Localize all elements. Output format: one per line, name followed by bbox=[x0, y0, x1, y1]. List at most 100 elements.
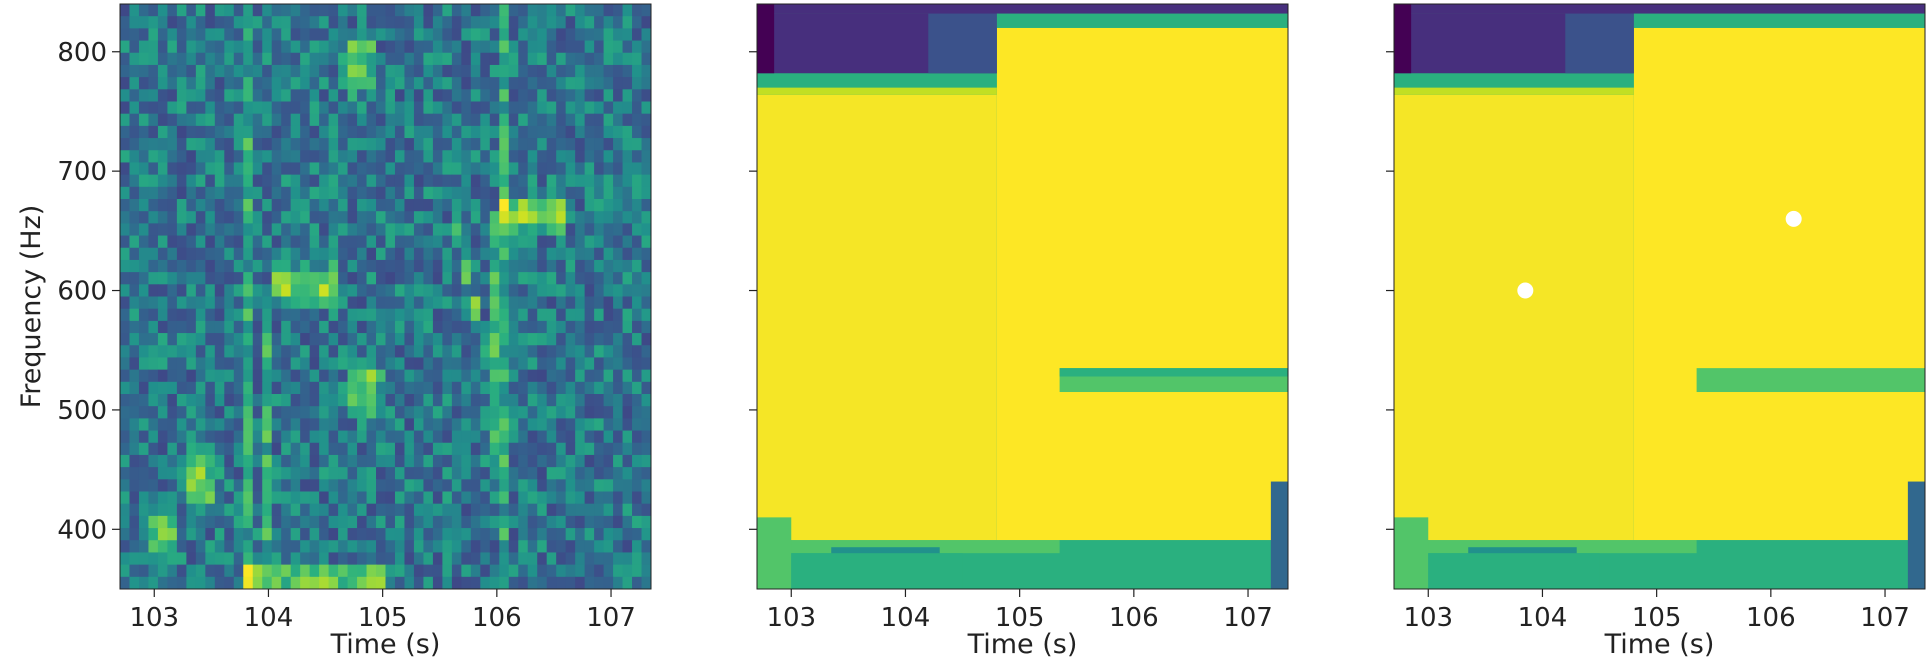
x-axis-title: Time (s) bbox=[967, 629, 1078, 660]
spectrogram-cell bbox=[157, 552, 169, 566]
spectrogram-cell bbox=[243, 77, 254, 90]
spectrogram-cell bbox=[584, 150, 595, 164]
spectrogram-cell bbox=[300, 28, 311, 42]
spectrogram-cell bbox=[470, 503, 481, 517]
spectrogram-cell bbox=[423, 247, 434, 261]
spectrogram-cell bbox=[603, 467, 614, 480]
spectrogram-cell bbox=[394, 101, 406, 115]
spectrogram-cell bbox=[594, 515, 605, 529]
spectrogram-cell bbox=[281, 503, 292, 517]
spectrogram-cell bbox=[527, 77, 538, 90]
spectrogram-cell bbox=[461, 576, 472, 589]
spectrogram-cell bbox=[584, 186, 595, 200]
spectrogram-cell bbox=[413, 113, 425, 127]
spectrogram-cell bbox=[243, 418, 254, 432]
spectrogram-cell bbox=[451, 442, 462, 456]
spectrogram-cell bbox=[575, 77, 586, 90]
spectrogram-cell bbox=[224, 320, 235, 334]
spectrogram-cell bbox=[148, 369, 159, 383]
spectrogram-cell bbox=[385, 296, 396, 310]
spectrogram-cell bbox=[594, 101, 605, 115]
spectrogram-cell bbox=[176, 454, 187, 468]
spectrogram-cell bbox=[205, 101, 216, 115]
spectrogram-cell bbox=[385, 28, 396, 42]
spectrogram-cell bbox=[319, 125, 330, 139]
spectrogram-cell bbox=[546, 381, 557, 395]
spectrogram-cell bbox=[489, 540, 500, 554]
spectrogram-cell bbox=[176, 552, 187, 566]
spectrogram-cell bbox=[319, 503, 330, 517]
spectrogram-cell bbox=[366, 211, 377, 224]
spectrogram-cell bbox=[518, 113, 529, 127]
spectrogram-cell bbox=[499, 162, 510, 176]
spectrogram-cell bbox=[394, 138, 406, 151]
spectrogram-cell bbox=[205, 394, 216, 407]
spectrogram-cell bbox=[224, 223, 235, 237]
spectrogram-cell bbox=[129, 247, 140, 261]
spectrogram-cell bbox=[224, 503, 235, 517]
spectrogram-cell bbox=[394, 369, 406, 383]
spectrogram-cell bbox=[480, 564, 491, 578]
spectrogram-cell bbox=[290, 259, 301, 273]
spectrogram-cell bbox=[281, 296, 292, 310]
spectrogram-cell bbox=[537, 284, 548, 298]
x-tick-label: 103 bbox=[1403, 603, 1453, 633]
spectrogram-cell bbox=[262, 52, 273, 66]
spectrogram-cell bbox=[376, 235, 387, 249]
spectrogram-cell bbox=[546, 89, 557, 103]
spectrogram-cell bbox=[584, 223, 595, 237]
spectrogram-cell bbox=[376, 479, 387, 493]
spectrogram-cell bbox=[338, 357, 349, 371]
spectrogram-cell bbox=[489, 16, 500, 29]
spectrogram-cell bbox=[499, 40, 510, 54]
spectrogram-cell bbox=[281, 394, 292, 407]
spectrogram-cell bbox=[262, 28, 273, 42]
spectrogram-cell bbox=[584, 381, 595, 395]
spectrogram-cell bbox=[243, 491, 254, 505]
plot-frame bbox=[1393, 3, 1926, 590]
region bbox=[996, 27, 1288, 541]
spectrogram-cell bbox=[214, 576, 225, 589]
spectrogram-cell bbox=[565, 357, 576, 371]
spectrogram-cell bbox=[451, 528, 462, 541]
spectrogram-cell bbox=[309, 101, 320, 115]
spectrogram-cell bbox=[309, 16, 320, 29]
spectrogram-cell bbox=[594, 259, 605, 273]
spectrogram-cell bbox=[271, 357, 282, 371]
spectrogram-cell bbox=[376, 52, 387, 66]
spectrogram-cell bbox=[205, 296, 216, 310]
spectrogram-cell bbox=[233, 418, 244, 432]
spectrogram-cell bbox=[347, 211, 358, 224]
spectrogram-cell bbox=[394, 211, 406, 224]
spectrogram-cell bbox=[470, 247, 481, 261]
spectrogram-cell bbox=[575, 247, 586, 261]
spectrogram-cell bbox=[499, 211, 510, 224]
spectrogram-cell bbox=[394, 16, 406, 29]
spectrogram-cell bbox=[176, 89, 187, 103]
spectrogram-cell bbox=[300, 223, 311, 237]
spectrogram-cell bbox=[470, 77, 481, 90]
spectrogram-cell bbox=[461, 540, 472, 554]
spectrogram-cell bbox=[120, 430, 131, 444]
spectrogram-cell bbox=[537, 174, 548, 188]
spectrogram-cell bbox=[546, 52, 557, 66]
spectrogram-cell bbox=[442, 308, 453, 322]
spectrogram-cell bbox=[565, 199, 576, 212]
spectrogram-cell bbox=[214, 454, 225, 468]
spectrogram-cell bbox=[290, 369, 301, 383]
spectrogram-cell bbox=[366, 333, 377, 346]
spectrogram-cell bbox=[167, 308, 178, 322]
spectrogram-cell bbox=[366, 235, 377, 249]
spectrogram-cell bbox=[556, 89, 567, 103]
spectrogram-cell bbox=[376, 503, 387, 517]
spectrogram-cell bbox=[603, 89, 614, 103]
spectrogram-cell bbox=[281, 52, 292, 66]
spectrogram-cell bbox=[394, 528, 406, 541]
spectrogram-cell bbox=[148, 64, 159, 78]
spectrogram-cell bbox=[120, 125, 131, 139]
spectrogram-cell bbox=[489, 113, 500, 127]
spectrogram-cell bbox=[309, 345, 320, 359]
spectrogram-cell bbox=[167, 235, 178, 249]
spectrogram-cell bbox=[262, 16, 273, 29]
spectrogram-cell bbox=[423, 345, 434, 359]
